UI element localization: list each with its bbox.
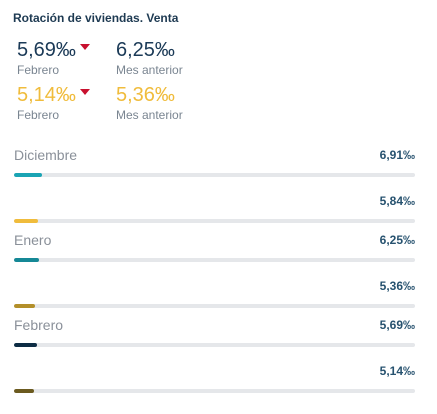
progress-fill <box>14 343 37 347</box>
row-value: 5,14‰ <box>379 364 415 378</box>
stat-value: 6,25‰ <box>116 39 175 61</box>
stat-value-wrap: 5,14‰ <box>17 84 90 106</box>
trend-down-icon <box>79 44 90 50</box>
progress-track <box>14 258 415 262</box>
stat-label: Febrero <box>17 108 60 122</box>
stat-label: Febrero <box>17 63 60 77</box>
stat-sales-previous: 6,25‰ Mes anterior <box>116 39 183 77</box>
progress-fill <box>14 219 38 223</box>
row-value: 5,84‰ <box>379 194 415 208</box>
stat-value-wrap: 5,36‰ <box>116 84 183 106</box>
trend-down-icon <box>79 89 90 95</box>
progress-track <box>14 219 415 223</box>
progress-track <box>14 343 415 347</box>
stat-value: 5,14‰ <box>17 84 76 106</box>
row-value: 5,69‰ <box>379 318 415 332</box>
stat-compare-current: 5,14‰ Febrero <box>17 84 90 122</box>
stat-value-wrap: 6,25‰ <box>116 39 183 61</box>
month-label: Febrero <box>14 317 64 333</box>
row-value: 6,25‰ <box>379 233 415 247</box>
stat-label: Mes anterior <box>116 63 183 77</box>
row-value: 6,91‰ <box>379 148 415 162</box>
stat-value: 5,69‰ <box>17 39 76 61</box>
progress-fill <box>14 389 35 393</box>
widget-title: Rotación de viviendas. Venta <box>13 11 179 25</box>
stat-value-wrap: 5,69‰ <box>17 39 90 61</box>
stat-label: Mes anterior <box>116 108 183 122</box>
progress-track <box>14 389 415 393</box>
month-label: Enero <box>14 232 52 248</box>
stat-compare-previous: 5,36‰ Mes anterior <box>116 84 183 122</box>
progress-fill <box>14 304 36 308</box>
stat-sales-current: 5,69‰ Febrero <box>17 39 90 77</box>
progress-track <box>14 173 415 177</box>
progress-fill <box>14 258 40 262</box>
row-value: 5,36‰ <box>379 279 415 293</box>
progress-track <box>14 304 415 308</box>
progress-fill <box>14 173 42 177</box>
month-label: Diciembre <box>14 147 78 163</box>
stat-value: 5,36‰ <box>116 84 175 106</box>
